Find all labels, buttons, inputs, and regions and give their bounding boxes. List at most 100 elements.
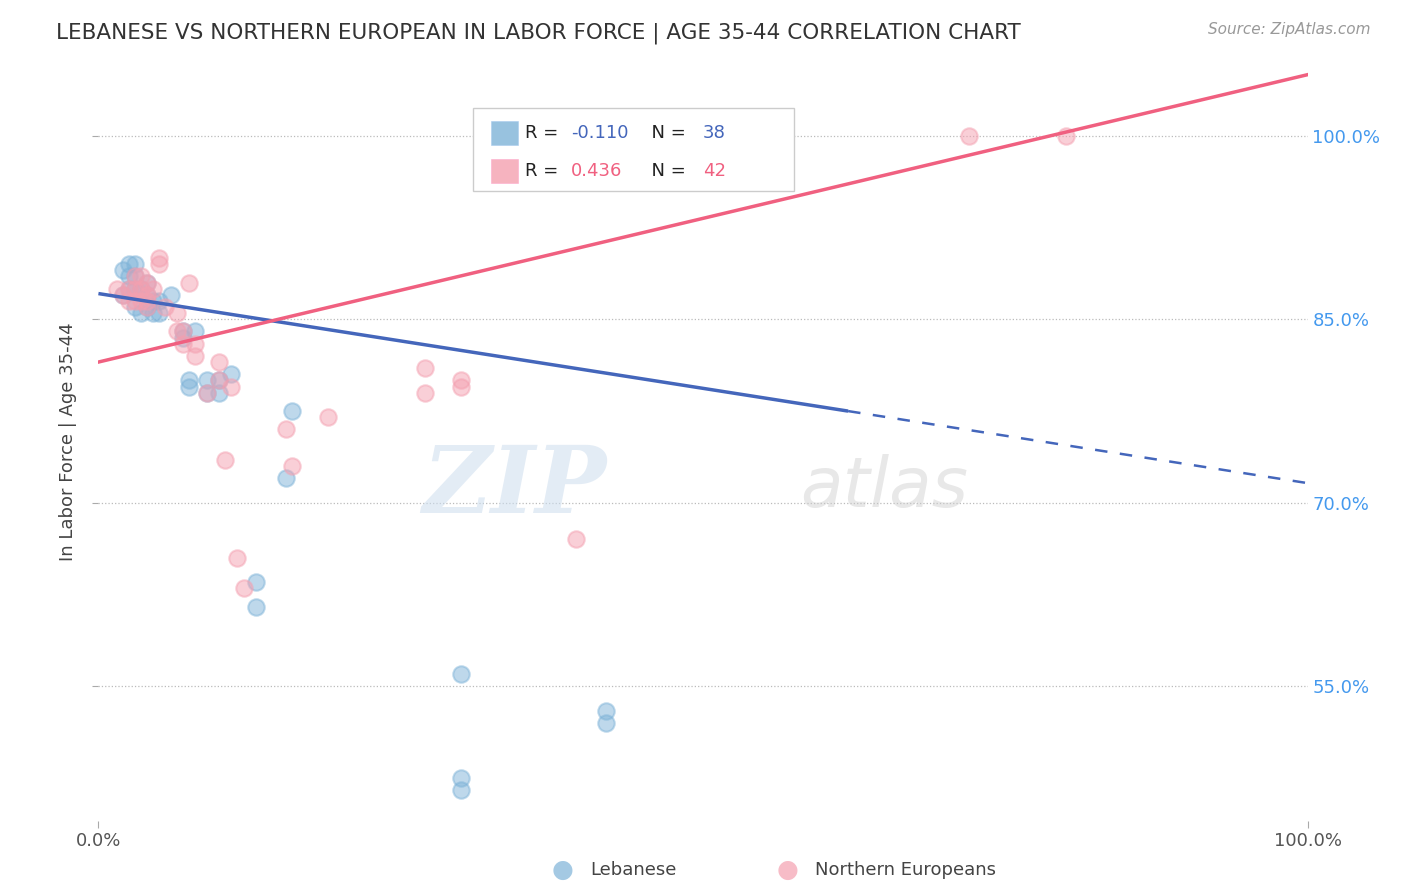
Point: [957, 128, 980, 143]
Point: [148, 306, 170, 320]
Point: [124, 282, 146, 296]
Point: [129, 282, 152, 296]
Point: [565, 533, 588, 547]
Point: [179, 276, 201, 290]
Point: [316, 410, 339, 425]
Point: [172, 325, 194, 339]
Point: [274, 422, 297, 436]
Point: [135, 300, 157, 314]
Point: [135, 287, 157, 301]
Point: [142, 282, 165, 296]
Y-axis label: In Labor Force | Age 35-44: In Labor Force | Age 35-44: [59, 322, 77, 561]
Text: LEBANESE VS NORTHERN EUROPEAN IN LABOR FORCE | AGE 35-44 CORRELATION CHART: LEBANESE VS NORTHERN EUROPEAN IN LABOR F…: [56, 22, 1021, 44]
Point: [118, 282, 141, 296]
Point: [221, 379, 243, 393]
Point: [148, 251, 170, 265]
Point: [111, 263, 134, 277]
Point: [153, 300, 176, 314]
Text: R =: R =: [526, 124, 564, 142]
Point: [124, 300, 146, 314]
Text: ●: ●: [776, 858, 799, 881]
Point: [195, 385, 218, 400]
Point: [281, 404, 304, 418]
Point: [450, 771, 472, 785]
Point: [450, 379, 472, 393]
Point: [142, 293, 165, 308]
Text: 38: 38: [703, 124, 725, 142]
Point: [208, 373, 231, 387]
Point: [184, 336, 207, 351]
Point: [105, 282, 128, 296]
Point: [135, 287, 157, 301]
Point: [413, 385, 436, 400]
Point: [124, 282, 146, 296]
Point: [184, 349, 207, 363]
Point: [135, 293, 157, 308]
Point: [179, 373, 201, 387]
Point: [595, 704, 617, 718]
Point: [232, 582, 254, 596]
Point: [450, 783, 472, 797]
Point: [195, 385, 218, 400]
Point: [135, 276, 157, 290]
Point: [214, 453, 236, 467]
Point: [195, 373, 218, 387]
Point: [413, 361, 436, 376]
Text: 0.436: 0.436: [571, 161, 623, 180]
Point: [172, 336, 194, 351]
Point: [245, 599, 267, 614]
Point: [450, 666, 472, 681]
Text: -0.110: -0.110: [571, 124, 628, 142]
Point: [148, 257, 170, 271]
Point: [124, 293, 146, 308]
Text: 42: 42: [703, 161, 725, 180]
Point: [179, 379, 201, 393]
Point: [129, 293, 152, 308]
Point: [166, 325, 188, 339]
Text: ZIP: ZIP: [422, 442, 606, 532]
Text: Source: ZipAtlas.com: Source: ZipAtlas.com: [1208, 22, 1371, 37]
Point: [111, 287, 134, 301]
Point: [148, 293, 170, 308]
Point: [142, 306, 165, 320]
Point: [124, 269, 146, 284]
Point: [172, 325, 194, 339]
Point: [124, 257, 146, 271]
Point: [281, 458, 304, 473]
Point: [595, 715, 617, 730]
Point: [226, 550, 249, 565]
Point: [129, 269, 152, 284]
FancyBboxPatch shape: [474, 108, 793, 191]
Text: ●: ●: [551, 858, 574, 881]
Point: [111, 287, 134, 301]
Point: [221, 368, 243, 382]
Text: Northern Europeans: Northern Europeans: [815, 861, 997, 879]
Point: [208, 355, 231, 369]
Text: Lebanese: Lebanese: [591, 861, 676, 879]
Point: [118, 257, 141, 271]
FancyBboxPatch shape: [492, 120, 517, 145]
Point: [135, 300, 157, 314]
Point: [124, 269, 146, 284]
Point: [129, 282, 152, 296]
Point: [166, 306, 188, 320]
Point: [274, 471, 297, 485]
Point: [118, 269, 141, 284]
Point: [208, 385, 231, 400]
Point: [129, 306, 152, 320]
Point: [118, 282, 141, 296]
Point: [184, 325, 207, 339]
Text: N =: N =: [640, 124, 692, 142]
Point: [135, 276, 157, 290]
Point: [245, 575, 267, 590]
Text: R =: R =: [526, 161, 564, 180]
Point: [1054, 128, 1077, 143]
Text: N =: N =: [640, 161, 692, 180]
Point: [160, 287, 183, 301]
Text: atlas: atlas: [800, 453, 967, 521]
FancyBboxPatch shape: [492, 159, 517, 183]
Point: [208, 373, 231, 387]
Point: [118, 293, 141, 308]
Point: [172, 330, 194, 344]
Point: [450, 373, 472, 387]
